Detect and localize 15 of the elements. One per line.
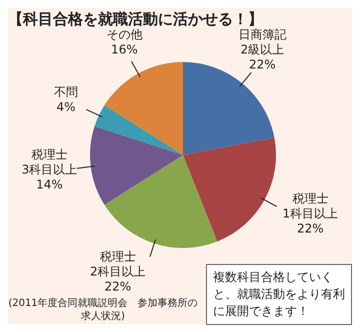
chart-title: 【科目合格を就職活動に活かせる！】 bbox=[8, 10, 263, 28]
slice-label: 税理士 3科目以上 bbox=[22, 148, 78, 177]
slice-label: 不問 bbox=[54, 85, 78, 100]
data-label: 4% bbox=[56, 100, 76, 114]
slice-label: 日商簿記 2級以上 bbox=[238, 28, 286, 57]
data-label: 14% bbox=[36, 178, 63, 192]
data-label: 22% bbox=[249, 58, 276, 72]
data-label: 22% bbox=[104, 280, 132, 294]
text: (2011年度合同就職説明会 参加事務所の求人状況) bbox=[8, 297, 198, 323]
slice-label: その他 bbox=[106, 27, 142, 42]
data-label: 22% bbox=[296, 222, 324, 236]
slice-label: 税理士 1科目以上 bbox=[282, 192, 338, 221]
text: 複数科目合格していくと、就職活動をより有利に展開できます！ bbox=[206, 264, 352, 325]
slice-label: 税理士 2科目以上 bbox=[90, 250, 146, 279]
data-label: 16% bbox=[111, 42, 138, 56]
